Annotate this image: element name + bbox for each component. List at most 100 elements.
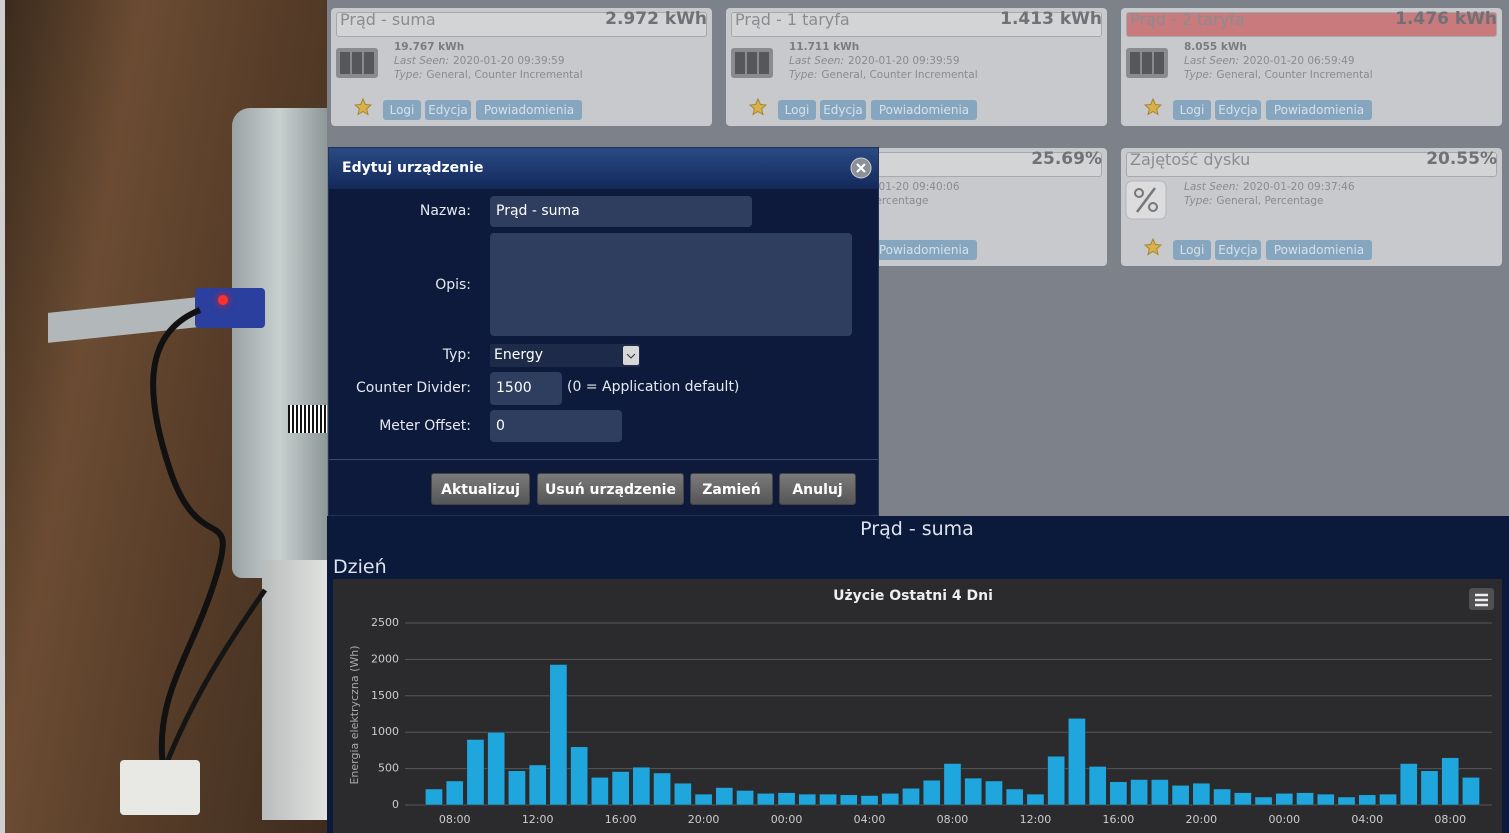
favorite-star[interactable] [1144,238,1162,256]
type-value: General, Counter Incremental [426,69,583,81]
update-button[interactable]: Aktualizuj [431,473,530,505]
card-button[interactable]: Edycja [1215,100,1261,120]
icon-digit [747,52,757,74]
bar [1047,755,1066,806]
card-value: 1.413 kWh [1000,9,1102,29]
y-tick-label: 1000 [371,725,399,738]
card-header [1126,12,1497,37]
x-tick-label: 08:00 [439,813,471,826]
card-title: Zajętość dysku [1130,150,1251,169]
bar [632,766,651,806]
delete-button[interactable]: Usuń urządzenie [537,473,684,505]
card-title: Prąd - suma [340,10,436,29]
card-button[interactable]: Powiadomienia [1266,100,1372,120]
card-type: Type:General, Percentage [1184,195,1324,207]
last-seen-value: 2020-01-20 09:37:46 [1243,181,1355,193]
card-button[interactable]: Logi [1173,240,1211,260]
card-button[interactable]: Powiadomienia [1266,240,1372,260]
card-button[interactable]: Edycja [1215,240,1261,260]
cable [150,307,226,781]
card-button[interactable]: Edycja [820,100,866,120]
log-title: Prąd - suma [860,518,974,540]
favorite-star[interactable] [1144,98,1162,116]
star-shape [1144,98,1162,116]
type-value: General, Counter Incremental [821,69,978,81]
last-seen-value: 2020-01-20 09:39:59 [453,55,565,67]
card-last-seen: Last Seen: 2020-01-20 09:39:59 [789,55,960,67]
card-button[interactable]: Logi [383,100,421,120]
bar [1213,788,1231,806]
meter-base [262,560,327,820]
close-button[interactable] [850,157,872,179]
bar [798,793,817,806]
card-header [1126,152,1497,177]
divider-input[interactable]: 1500 [490,372,562,405]
cancel-button[interactable]: Anuluj [779,473,856,505]
card-value: 20.55% [1426,149,1497,169]
last-seen-value: 2020-01-20 06:59:49 [1243,55,1355,67]
bar [819,793,837,806]
card-button[interactable]: Powiadomienia [871,240,977,260]
card-button[interactable]: Powiadomienia [871,100,977,120]
sensor-board [195,288,265,328]
offset-input[interactable]: 0 [490,410,622,442]
last-seen-label: Last Seen: [394,55,449,67]
device-card: Prąd - suma 2.972 kWh 19.767 kWh Last Seen:… [331,8,712,126]
meter-body [232,108,327,578]
bar [839,794,858,806]
star-shape [749,98,767,116]
card-value: 25.69% [1031,149,1102,169]
card-header [336,12,707,37]
favorite-star[interactable] [749,98,767,116]
icon-digit [759,52,769,74]
bar [549,664,568,806]
name-input[interactable]: Prąd - suma [490,196,752,227]
bar [860,795,879,806]
card-last-seen: Last Seen: 2020-01-20 09:37:46 [1184,181,1355,193]
icon-dot [1134,188,1144,198]
card-button[interactable]: Edycja [425,100,471,120]
bar [1441,757,1460,806]
bar [1399,763,1418,806]
card-value: 1.476 kWh [1395,9,1497,29]
favorite-star[interactable] [354,98,372,116]
device-icon [731,48,773,78]
device-card: Zajętość dysku 20.55% Last Seen: 2020-01-20… [1121,148,1502,266]
menu-icon [1475,593,1488,607]
last-seen-value: 2020-01-20 09:39:59 [848,55,960,67]
type-select[interactable]: Energy [490,344,640,367]
device-card: Prąd - 2 taryfa 1.476 kWh 8.055 kWh Last Se… [1121,8,1502,126]
bar [1254,796,1273,806]
card-counter: 19.767 kWh [394,41,465,53]
x-tick-label: 16:00 [1103,813,1135,826]
bar [1296,792,1314,806]
icon-digit [1154,52,1164,74]
device-icon [1126,48,1168,78]
card-button[interactable]: Logi [778,100,816,120]
bar [902,788,920,806]
icon-digit [352,52,362,74]
card-last-seen: Last Seen: 2020-01-20 09:39:59 [394,55,565,67]
card-type: Type: General, Counter Incremental [394,69,583,81]
bar [653,772,671,806]
type-label: Type: [1184,69,1213,81]
bar [715,787,734,806]
cable [157,588,268,781]
bar [1379,793,1397,806]
card-button[interactable]: Logi [1173,100,1211,120]
bar [528,764,547,806]
replace-button[interactable]: Zamień [690,473,773,505]
type-label: Type: [394,69,423,81]
card-header [731,12,1102,37]
last-seen-label: Last Seen: [1184,55,1239,67]
bar [1109,781,1128,806]
bar [611,771,630,806]
x-tick-label: 08:00 [937,813,969,826]
star-shape [354,98,372,116]
card-button[interactable]: Powiadomienia [476,100,582,120]
plug [120,760,200,815]
bar [445,780,464,806]
select-arrow [623,346,639,365]
menu-button[interactable] [1469,588,1494,610]
description-input[interactable] [490,233,852,336]
